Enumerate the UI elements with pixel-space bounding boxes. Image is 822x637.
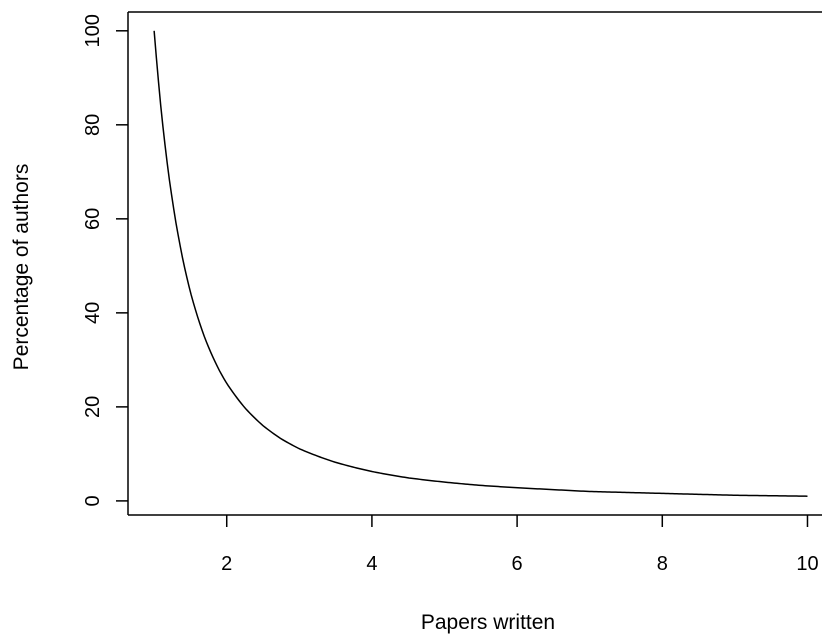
series-line — [153, 30, 808, 497]
x-tick-label: 8 — [657, 553, 668, 575]
y-tick-label: 80 — [82, 114, 104, 136]
y-tick-label: 40 — [82, 302, 104, 324]
y-tick-label: 0 — [82, 495, 104, 506]
y-tick-label: 60 — [82, 208, 104, 230]
x-tick-label: 6 — [512, 553, 523, 575]
y-tick-label: 100 — [82, 14, 104, 47]
x-tick-label: 4 — [366, 553, 377, 575]
y-axis: 0 20 40 60 80 100 — [82, 14, 128, 506]
plot-frame — [127, 11, 822, 516]
x-axis-title: Papers written — [421, 611, 555, 634]
y-axis-title: Percentage of authors — [10, 164, 33, 371]
y-tick-label: 20 — [82, 396, 104, 418]
x-axis: 2 4 6 8 10 — [221, 515, 819, 575]
x-tick-label: 10 — [796, 553, 818, 575]
x-tick-label: 2 — [221, 553, 232, 575]
